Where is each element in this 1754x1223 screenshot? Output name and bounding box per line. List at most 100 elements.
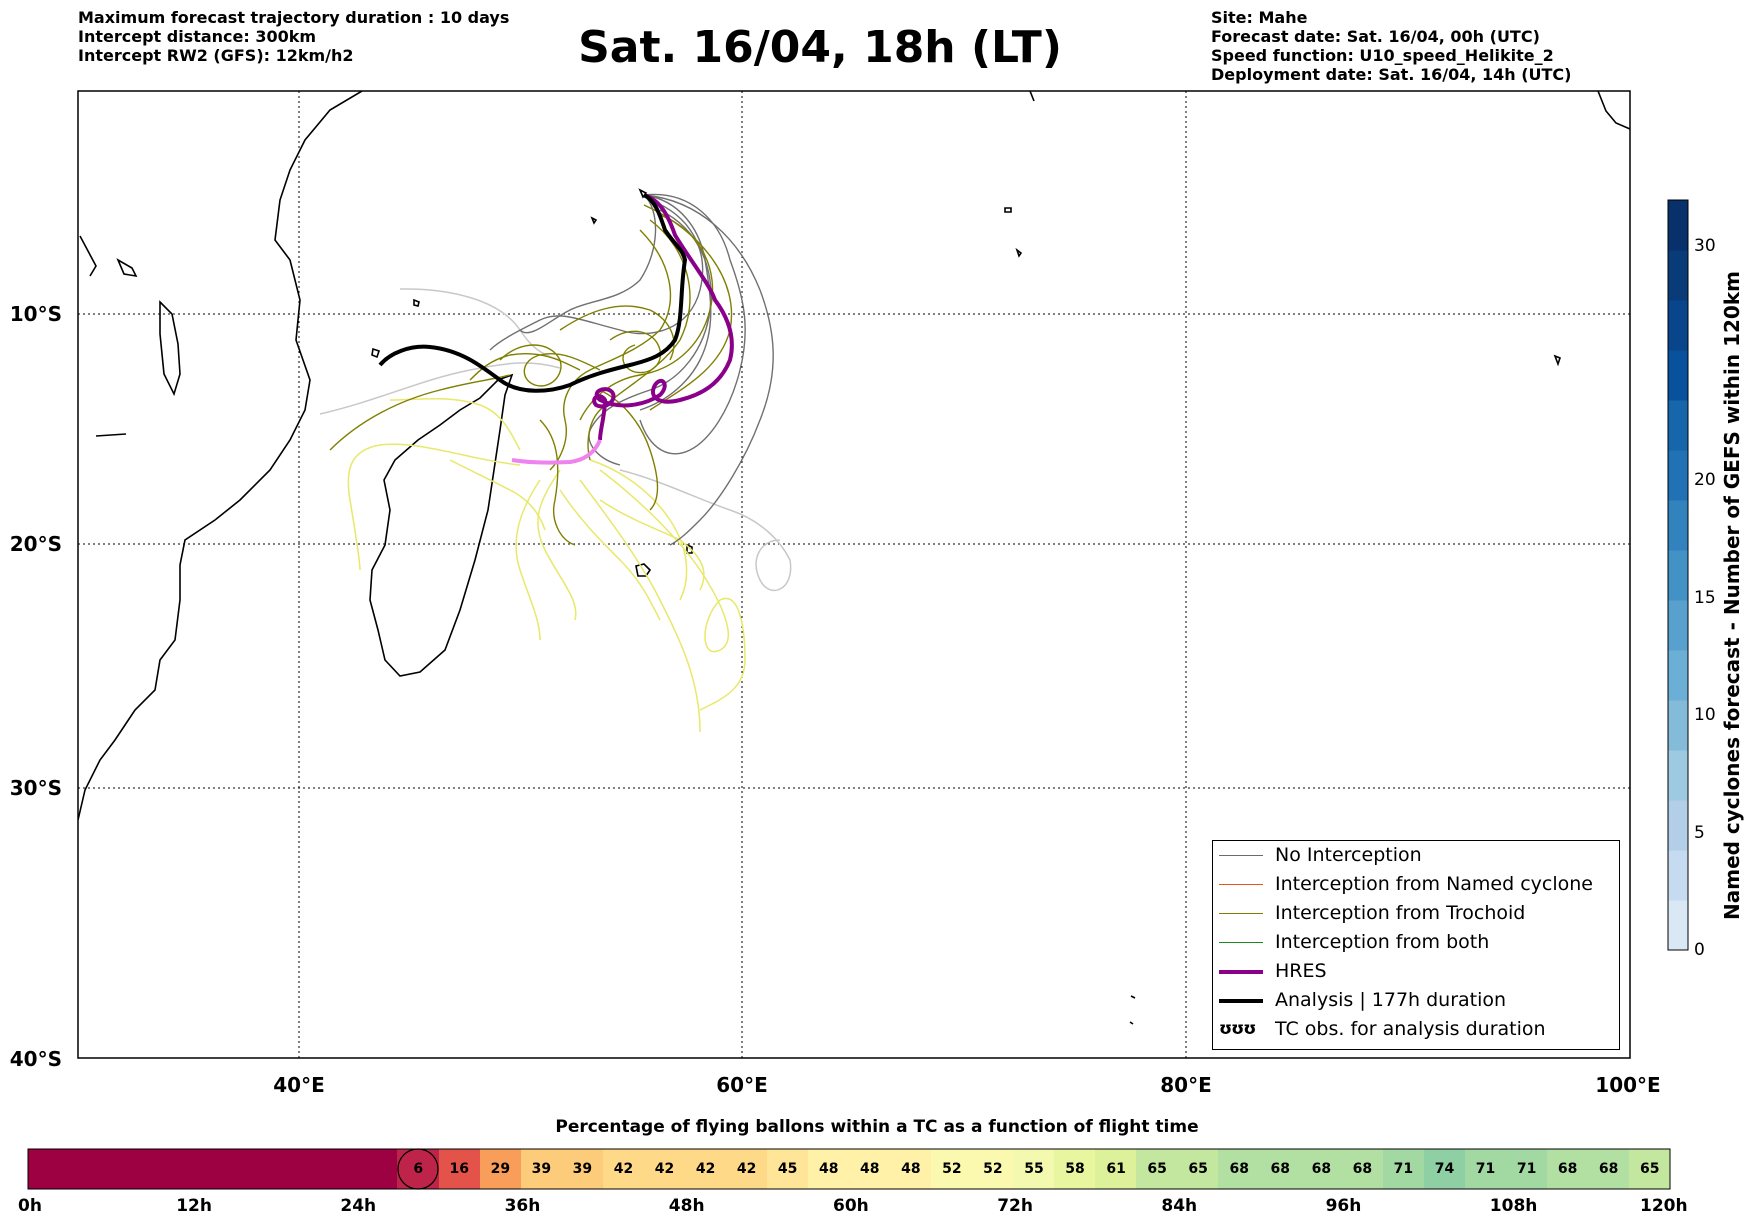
percentage-cell bbox=[28, 1149, 70, 1189]
tc-obs-symbol-icon: ʊʊʊ bbox=[1219, 1019, 1256, 1039]
trajectory-yellow bbox=[347, 443, 521, 571]
colorbar-segment bbox=[1668, 250, 1688, 301]
percentage-cell: 74 bbox=[1423, 1149, 1466, 1189]
header-right-line: Site: Mahe bbox=[1211, 8, 1308, 27]
legend-label: Interception from Trochoid bbox=[1275, 902, 1526, 924]
colorbar-segment bbox=[1668, 400, 1688, 451]
percentage-cell: 71 bbox=[1505, 1149, 1548, 1189]
percentage-cell: 68 bbox=[1300, 1149, 1343, 1189]
percentage-cell: 42 bbox=[684, 1149, 727, 1189]
map-frame bbox=[77, 90, 1631, 1059]
header-right-line: Forecast date: Sat. 16/04, 00h (UTC) bbox=[1211, 27, 1540, 46]
trajectory-yellow bbox=[559, 489, 661, 621]
colorbar-segment bbox=[1668, 500, 1688, 551]
percentage-cell: 65 bbox=[1136, 1149, 1178, 1189]
hres-trajectory bbox=[592, 193, 734, 441]
percentage-cell: 16 bbox=[438, 1149, 481, 1189]
colorbar-tick: 20 bbox=[1694, 470, 1716, 490]
legend-label: TC obs. for analysis duration bbox=[1275, 1018, 1546, 1040]
time-label: 84h bbox=[1161, 1196, 1198, 1216]
percentage-cell bbox=[69, 1149, 111, 1189]
trajectory-gray bbox=[588, 209, 712, 466]
colorbar-segment bbox=[1668, 850, 1688, 901]
header-left: Maximum forecast trajectory duration : 1… bbox=[78, 8, 509, 65]
trajectory-olive bbox=[539, 419, 576, 546]
time-label: 60h bbox=[833, 1196, 869, 1216]
coastline-comoros bbox=[371, 298, 420, 359]
colorbar-tick: 10 bbox=[1694, 705, 1716, 725]
trajectory-gray bbox=[519, 194, 657, 334]
percentage-cell bbox=[151, 1149, 193, 1189]
percentage-cell bbox=[233, 1149, 275, 1189]
lon-tick-label: 100°E bbox=[1595, 1073, 1660, 1097]
time-label: 36h bbox=[504, 1196, 541, 1216]
percentage-cell: 71 bbox=[1464, 1149, 1507, 1189]
colorbar-segment bbox=[1668, 350, 1688, 401]
coastline-chagos bbox=[1004, 207, 1023, 258]
legend-label: HRES bbox=[1275, 960, 1327, 982]
trajectory-olive bbox=[329, 374, 511, 451]
percentage-cell: 48 bbox=[849, 1149, 891, 1189]
colorbar-segment bbox=[1668, 800, 1688, 851]
header-left-line: Intercept RW2 (GFS): 12km/h2 bbox=[78, 46, 354, 65]
time-label: 24h bbox=[340, 1196, 377, 1216]
coastline-reunion bbox=[635, 563, 652, 577]
percentage-cell: 52 bbox=[931, 1149, 973, 1189]
legend-label: No Interception bbox=[1275, 844, 1422, 866]
colorbar-segment bbox=[1668, 600, 1688, 651]
percentage-cell: 39 bbox=[520, 1149, 563, 1189]
percentage-cell: 42 bbox=[725, 1149, 768, 1189]
percentage-cell: 48 bbox=[890, 1149, 932, 1189]
header-left-line: Intercept distance: 300km bbox=[78, 27, 317, 46]
page-title: Sat. 16/04, 18h (LT) bbox=[578, 22, 1062, 73]
trajectory-olive bbox=[499, 344, 601, 387]
lon-tick-label: 80°E bbox=[1160, 1073, 1212, 1097]
percentage-cell: 48 bbox=[807, 1149, 850, 1189]
coastline-lakes bbox=[79, 235, 181, 437]
colorbar-label: Named cyclones forecast - Number of GEFS… bbox=[1720, 271, 1744, 920]
legend-item-trochoid: Interception from Trochoid bbox=[1213, 900, 1619, 929]
colorbar-segment bbox=[1668, 550, 1688, 601]
percentage-cell bbox=[356, 1149, 398, 1189]
lat-tick-label: 10°S bbox=[10, 302, 62, 326]
coastline-arabia-edge bbox=[1029, 91, 1630, 130]
trajectory-gray bbox=[639, 193, 746, 455]
coastline-cocos bbox=[1553, 354, 1561, 367]
legend-item-named-cyclone: Interception from Named cyclone bbox=[1213, 871, 1619, 900]
percentage-cell: 39 bbox=[561, 1149, 604, 1189]
percentage-cell: 68 bbox=[1341, 1149, 1384, 1189]
colorbar-segment bbox=[1668, 450, 1688, 501]
header-right-line: Deployment date: Sat. 16/04, 14h (UTC) bbox=[1211, 65, 1572, 84]
time-label: 96h bbox=[1325, 1196, 1362, 1216]
trajectory-yellow bbox=[449, 459, 546, 531]
time-label: 48h bbox=[668, 1196, 705, 1216]
percentage-cell bbox=[110, 1149, 152, 1189]
legend-label: Interception from Named cyclone bbox=[1275, 873, 1593, 895]
legend-swatch bbox=[1219, 913, 1263, 914]
legend-swatch bbox=[1219, 884, 1263, 885]
header-right-line: Speed function: U10_speed_Helikite_2 bbox=[1211, 46, 1554, 65]
legend-item-hres: HRES bbox=[1213, 958, 1619, 987]
percentage-cell: 55 bbox=[1013, 1149, 1055, 1189]
trajectory-yellow bbox=[579, 479, 701, 733]
legend-swatch bbox=[1219, 970, 1263, 974]
colorbar-tick: 5 bbox=[1694, 823, 1705, 843]
percentage-cell: 45 bbox=[766, 1149, 809, 1189]
trajectory-yellow bbox=[537, 469, 577, 621]
legend-item-analysis: Analysis | 177h duration bbox=[1213, 987, 1619, 1016]
trajectory-olive bbox=[609, 330, 662, 374]
trajectory-olive bbox=[469, 353, 581, 381]
legend-swatch bbox=[1219, 855, 1263, 856]
percentage-cell: 68 bbox=[1218, 1149, 1260, 1189]
legend-item-tc-obs: ʊʊʊ TC obs. for analysis duration bbox=[1213, 1016, 1619, 1045]
time-label: 0h bbox=[18, 1196, 42, 1216]
time-label: 12h bbox=[176, 1196, 212, 1216]
percentage-cell: 65 bbox=[1177, 1149, 1219, 1189]
percentage-cell: 65 bbox=[1628, 1149, 1671, 1189]
trajectories-light-gray bbox=[319, 288, 792, 592]
percentage-cell: 42 bbox=[602, 1149, 645, 1189]
time-label: 72h bbox=[997, 1196, 1033, 1216]
map-content bbox=[78, 91, 1630, 1058]
percentage-cell: 6 bbox=[397, 1149, 439, 1189]
